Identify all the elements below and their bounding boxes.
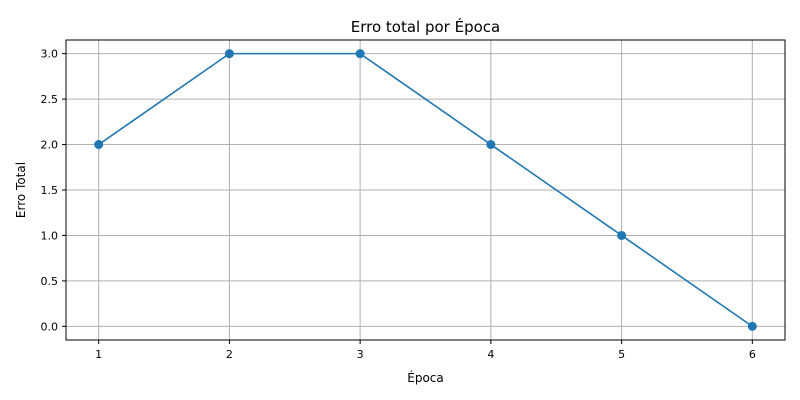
x-tick-label: 3	[357, 348, 364, 361]
x-tick-label: 1	[95, 348, 102, 361]
chart-title: Erro total por Época	[351, 17, 500, 36]
x-tick-label: 6	[749, 348, 756, 361]
x-axis-label: Época	[407, 370, 444, 385]
y-tick-label: 0.0	[41, 320, 59, 333]
x-axis: 1 2 3 4 5 6	[95, 340, 756, 361]
x-tick-label: 4	[487, 348, 494, 361]
y-tick-label: 1.5	[41, 184, 59, 197]
series-line	[98, 52, 753, 328]
y-axis: 0.0 0.5 1.0 1.5 2.0 2.5 3.0	[41, 48, 66, 333]
x-tick-label: 5	[618, 348, 625, 361]
y-tick-label: 1.0	[41, 229, 59, 242]
data-point	[224, 49, 234, 59]
x-tick-label: 2	[226, 348, 233, 361]
data-point	[617, 230, 627, 240]
data-point	[94, 140, 104, 150]
y-axis-label: Erro Total	[14, 162, 28, 218]
data-point	[355, 49, 365, 59]
series	[94, 49, 757, 331]
y-tick-label: 3.0	[41, 48, 59, 61]
y-tick-label: 2.0	[41, 139, 59, 152]
y-tick-label: 0.5	[41, 275, 59, 288]
data-point	[747, 321, 757, 331]
grid	[66, 40, 785, 340]
data-point	[486, 140, 496, 150]
y-tick-label: 2.5	[41, 93, 59, 106]
